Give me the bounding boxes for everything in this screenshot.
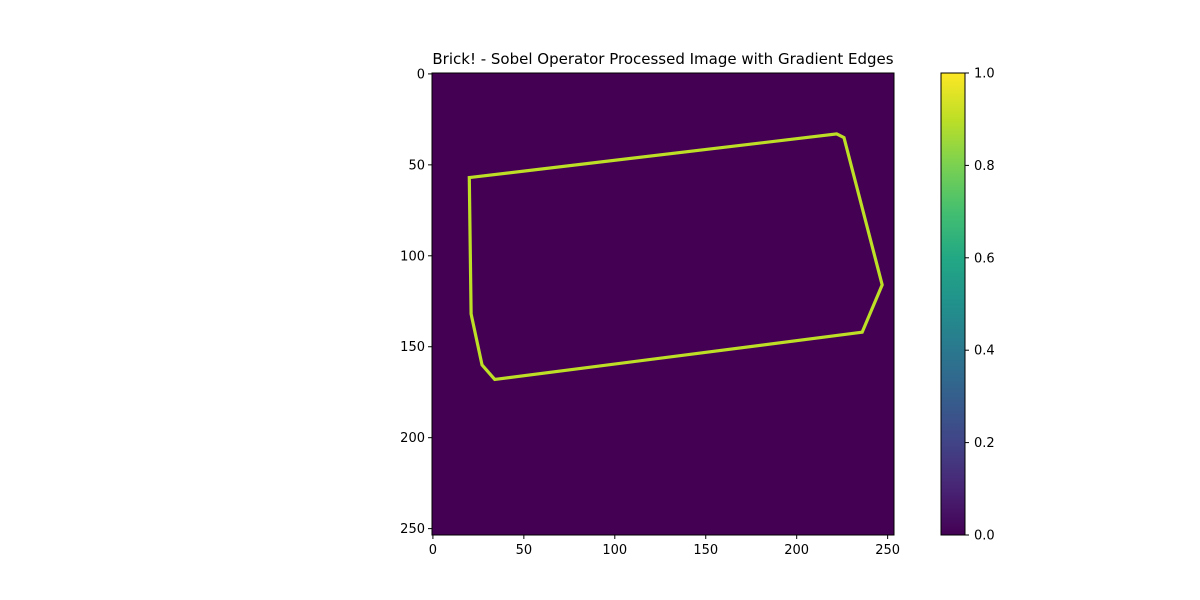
- image-background: [432, 73, 894, 535]
- x-tick-label: 0: [429, 543, 437, 558]
- colorbar-tick-label: 0.0: [974, 529, 995, 544]
- edge-outline: [467, 132, 884, 382]
- x-tick-label: 200: [784, 543, 809, 558]
- x-tick-label: 150: [693, 543, 718, 558]
- colorbar-tick-label: 1.0: [974, 67, 995, 82]
- y-axis: 0 50 100 150 200 250: [400, 67, 432, 537]
- x-tick-label: 100: [602, 543, 627, 558]
- y-tick-label: 150: [400, 340, 425, 355]
- colorbar-tick-label: 0.2: [974, 436, 995, 451]
- plot-frame: [431, 72, 895, 536]
- plot-area: [431, 72, 895, 536]
- x-tick-label: 250: [875, 543, 900, 558]
- colorbar-tick-label: 0.4: [974, 344, 995, 359]
- y-tick-label: 50: [408, 158, 425, 173]
- y-tick-label: 250: [400, 522, 425, 537]
- x-tick-label: 50: [516, 543, 533, 558]
- colorbar-tick-label: 0.8: [974, 159, 995, 174]
- chart-title: Brick! - Sobel Operator Processed Image …: [432, 50, 893, 68]
- x-axis: 0 50 100 150 200 250: [429, 535, 900, 558]
- colorbar-tick-label: 0.6: [974, 251, 995, 266]
- colorbar: [940, 72, 966, 536]
- colorbar-axis: 0.0 0.2 0.4 0.6 0.8 1.0: [965, 67, 995, 544]
- y-tick-label: 100: [400, 249, 425, 264]
- y-tick-label: 200: [400, 431, 425, 446]
- y-tick-label: 0: [417, 67, 425, 82]
